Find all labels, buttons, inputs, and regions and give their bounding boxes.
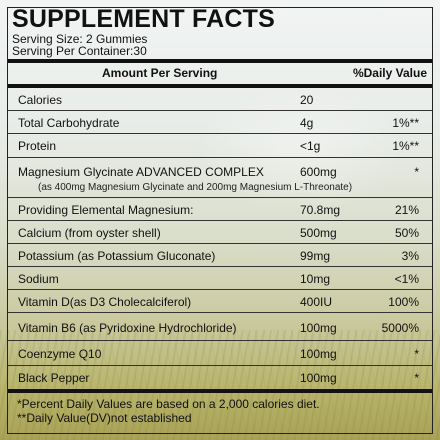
nutrient-daily-value: 1%** xyxy=(392,116,419,130)
amount-per-serving-header: Amount Per Serving xyxy=(102,66,218,80)
nutrient-amount: 100mg xyxy=(300,321,337,335)
divider-thick-header xyxy=(8,84,432,88)
nutrient-name: Black Pepper xyxy=(18,371,90,385)
nutrient-name: Vitamin D(as D3 Cholecalciferol) xyxy=(18,295,192,309)
nutrient-amount: 99mg xyxy=(300,249,331,263)
nutrient-daily-value: 5000% xyxy=(381,321,419,335)
serving-size: Serving Size: 2 Gummies xyxy=(12,32,148,46)
nutrient-name: Coenzyme Q10 xyxy=(18,347,102,361)
nutrient-name: Vitamin B6 (as Pyridoxine Hydrochloride) xyxy=(18,321,237,335)
nutrient-daily-value: 50% xyxy=(394,226,419,240)
nutrient-row: Calories 20 xyxy=(8,88,432,111)
nutrient-amount: 600mg xyxy=(300,165,337,179)
nutrient-row: Black Pepper 100mg * xyxy=(8,366,432,390)
nutrient-row: Providing Elemental Magnesium: 70.8mg 21… xyxy=(8,198,432,221)
nutrient-name: Magnesium Glycinate ADVANCED COMPLEX xyxy=(18,165,264,179)
nutrient-amount: 100mg xyxy=(300,371,337,385)
nutrient-amount: 500mg xyxy=(300,226,337,240)
nutrient-amount: 400IU xyxy=(300,295,333,309)
nutrient-row: Total Carbohydrate 4g 1%** xyxy=(8,111,432,134)
nutrient-row: Protein <1g 1%** xyxy=(8,134,432,158)
nutrient-name: Sodium xyxy=(18,272,59,286)
supplement-facts-panel xyxy=(7,7,433,434)
nutrient-amount: 10mg xyxy=(300,272,331,286)
footnote-dv-not-established: **Daily Value(DV)not established xyxy=(17,411,192,425)
nutrient-name: Total Carbohydrate xyxy=(18,116,120,130)
servings-per-container: Serving Per Container:30 xyxy=(12,44,147,58)
nutrient-name: Potassium (as Potassium Gluconate) xyxy=(18,249,216,263)
nutrient-amount: 4g xyxy=(300,116,314,130)
nutrient-amount: <1g xyxy=(300,139,321,153)
panel-title: SUPPLEMENT FACTS xyxy=(12,5,275,33)
nutrient-name: Calcium (from oyster shell) xyxy=(18,226,161,240)
nutrient-amount: 70.8mg xyxy=(300,203,341,217)
nutrient-daily-value: 21% xyxy=(394,203,419,217)
nutrient-daily-value: <1% xyxy=(394,272,419,286)
daily-value-header: %Daily Value xyxy=(352,66,427,80)
nutrient-amount: 100mg xyxy=(300,347,337,361)
nutrient-name: Protein xyxy=(18,139,57,153)
nutrient-amount: 20 xyxy=(300,93,314,107)
nutrient-row: Vitamin D(as D3 Cholecalciferol) 400IU 1… xyxy=(8,290,432,313)
nutrient-daily-value: 100% xyxy=(388,295,419,309)
nutrient-row: Vitamin B6 (as Pyridoxine Hydrochloride)… xyxy=(8,313,432,341)
nutrient-row: Magnesium Glycinate ADVANCED COMPLEX 600… xyxy=(8,158,432,198)
nutrient-daily-value: * xyxy=(414,165,419,179)
divider-thick-top xyxy=(8,59,432,63)
nutrient-name: Providing Elemental Magnesium: xyxy=(18,203,194,217)
nutrient-row: Potassium (as Potassium Gluconate) 99mg … xyxy=(8,244,432,267)
nutrient-daily-value: 3% xyxy=(401,249,419,263)
nutrient-row: Calcium (from oyster shell) 500mg 50% xyxy=(8,221,432,244)
nutrient-row: Coenzyme Q10 100mg * xyxy=(8,341,432,366)
footnote-daily-values: *Percent Daily Values are based on a 2,0… xyxy=(17,397,320,411)
divider-thick-bottom xyxy=(8,389,432,393)
nutrient-daily-value: * xyxy=(414,347,419,361)
nutrient-row: Sodium 10mg <1% xyxy=(8,267,432,290)
nutrient-daily-value: * xyxy=(414,371,419,385)
nutrient-daily-value: 1%** xyxy=(392,139,419,153)
background-grass xyxy=(0,330,440,440)
nutrient-name: Calories xyxy=(18,93,63,107)
nutrient-sub-description: (as 400mg Magnesium Glycinate and 200mg … xyxy=(38,182,353,193)
